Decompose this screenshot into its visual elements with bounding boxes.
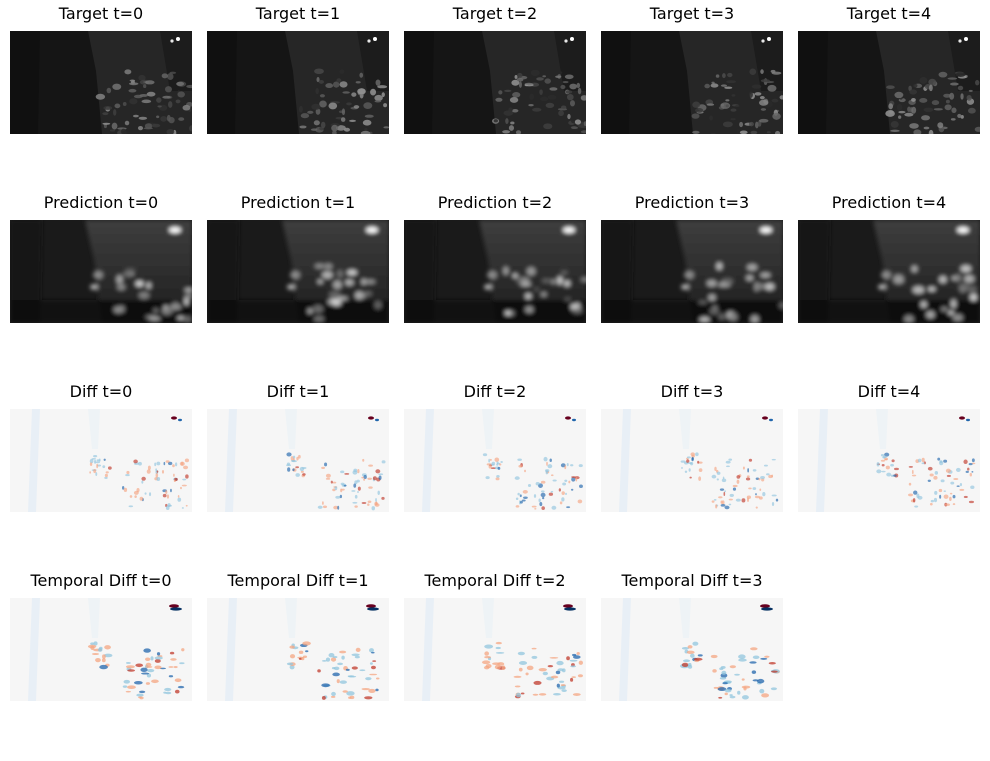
- temporal-diff-title-0: Temporal Diff t=0: [30, 571, 172, 590]
- diff-image-1: [207, 409, 389, 512]
- target-title-3: Target t=3: [649, 4, 735, 23]
- diff-title-1: Diff t=1: [266, 382, 330, 401]
- diff-title-0: Diff t=0: [69, 382, 133, 401]
- target-image-0: [10, 31, 192, 134]
- target-title-0: Target t=0: [58, 4, 144, 23]
- diff-title-3: Diff t=3: [660, 382, 724, 401]
- prediction-image-0: [10, 220, 192, 323]
- diff-title-4: Diff t=4: [857, 382, 921, 401]
- temporal-diff-title-1: Temporal Diff t=1: [227, 571, 369, 590]
- prediction-image-4: [798, 220, 980, 323]
- target-title-2: Target t=2: [452, 4, 538, 23]
- target-image-1: [207, 31, 389, 134]
- temporal-diff-image-2: [404, 598, 586, 701]
- temporal-diff-image-3: [601, 598, 783, 701]
- prediction-title-0: Prediction t=0: [43, 193, 159, 212]
- temporal-diff-title-3: Temporal Diff t=3: [621, 571, 763, 590]
- prediction-title-2: Prediction t=2: [437, 193, 553, 212]
- target-image-3: [601, 31, 783, 134]
- prediction-image-3: [601, 220, 783, 323]
- prediction-image-1: [207, 220, 389, 323]
- diff-image-3: [601, 409, 783, 512]
- target-image-4: [798, 31, 980, 134]
- prediction-title-3: Prediction t=3: [634, 193, 750, 212]
- diff-image-2: [404, 409, 586, 512]
- diff-image-0: [10, 409, 192, 512]
- diff-image-4: [798, 409, 980, 512]
- temporal-diff-image-1: [207, 598, 389, 701]
- temporal-diff-image-0: [10, 598, 192, 701]
- prediction-title-4: Prediction t=4: [831, 193, 947, 212]
- target-title-4: Target t=4: [846, 4, 932, 23]
- diff-title-2: Diff t=2: [463, 382, 527, 401]
- temporal-diff-title-2: Temporal Diff t=2: [424, 571, 566, 590]
- prediction-title-1: Prediction t=1: [240, 193, 356, 212]
- prediction-image-2: [404, 220, 586, 323]
- target-title-1: Target t=1: [255, 4, 341, 23]
- target-image-2: [404, 31, 586, 134]
